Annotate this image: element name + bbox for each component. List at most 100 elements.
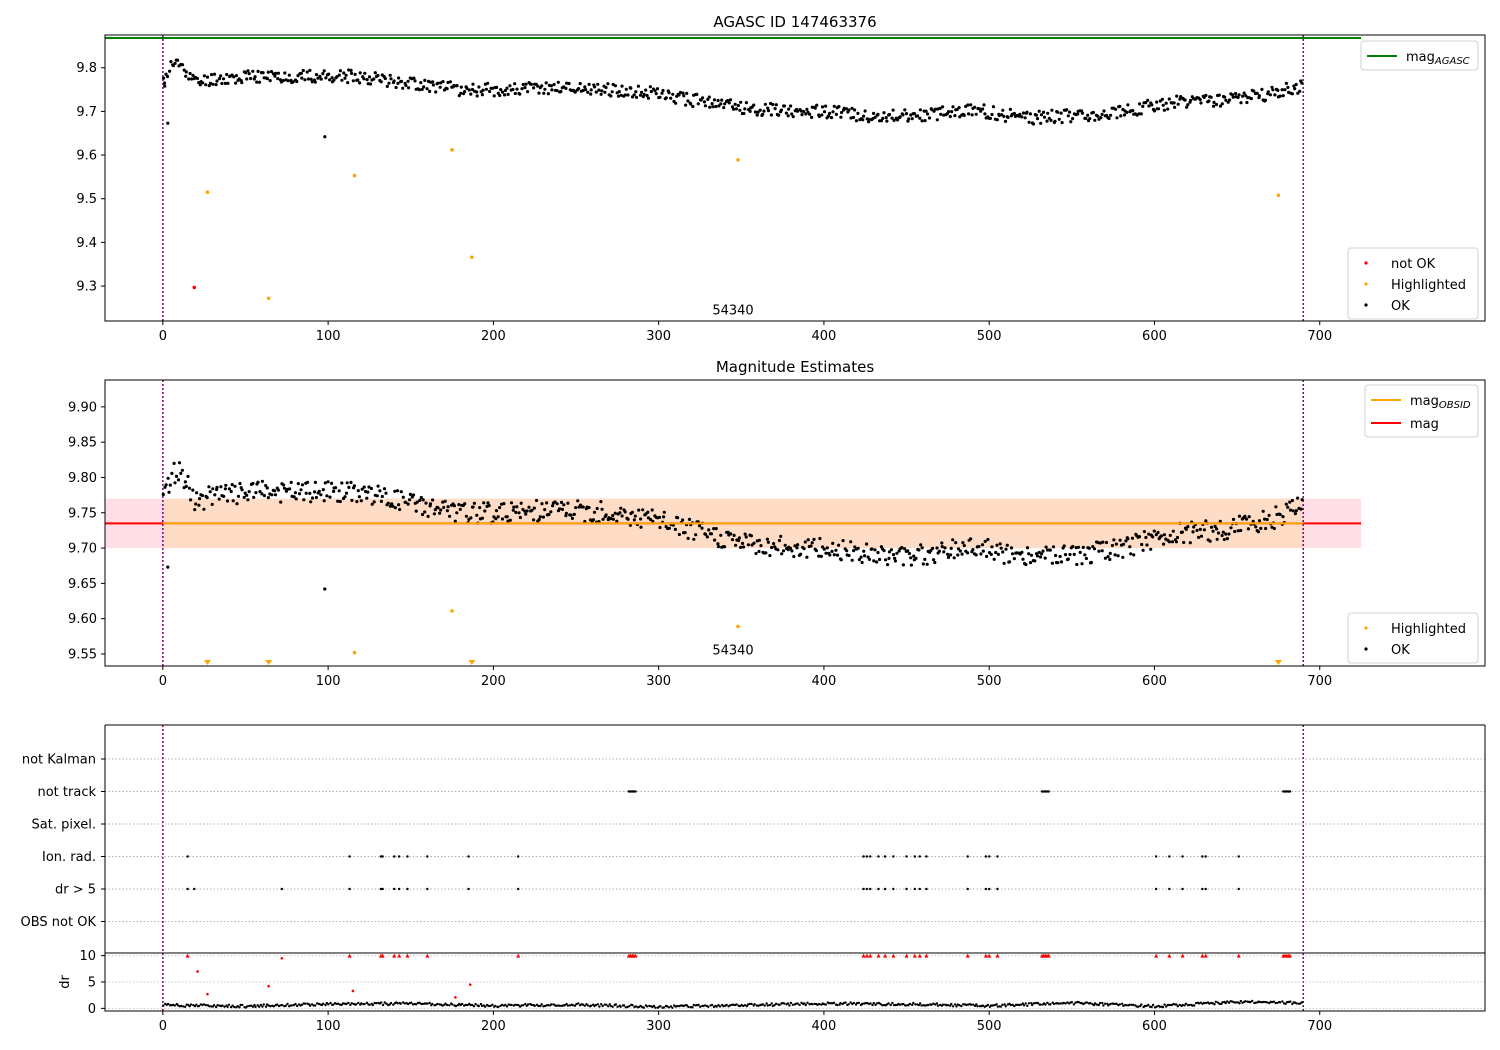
ok-point bbox=[730, 538, 735, 542]
dr-point bbox=[1122, 1004, 1125, 1008]
legend-marker bbox=[1364, 282, 1368, 286]
ok-point bbox=[299, 488, 303, 492]
dr-point bbox=[903, 1004, 907, 1007]
ok-point bbox=[692, 537, 696, 541]
dr-point bbox=[477, 1004, 480, 1008]
ok-point bbox=[323, 481, 327, 485]
dr-clipped-marker bbox=[987, 953, 992, 958]
y-tick-label: 9.85 bbox=[68, 436, 97, 451]
ok-point bbox=[802, 547, 806, 551]
ok-point bbox=[601, 517, 605, 521]
ok-point bbox=[1270, 85, 1274, 89]
ok-point bbox=[189, 498, 193, 502]
ok-point bbox=[946, 552, 950, 556]
dr-point bbox=[327, 1003, 330, 1006]
dr-point bbox=[975, 1003, 978, 1006]
y-tick-label: 9.4 bbox=[76, 236, 97, 251]
flag-point bbox=[393, 887, 396, 891]
ok-point bbox=[256, 69, 260, 73]
ok-point bbox=[764, 551, 768, 555]
dr-point bbox=[303, 1002, 307, 1005]
ok-point bbox=[599, 500, 603, 504]
dr-point bbox=[1098, 1001, 1102, 1005]
dr-point bbox=[768, 1003, 772, 1007]
dr-point bbox=[682, 1004, 685, 1008]
dr-point bbox=[350, 1002, 353, 1005]
ok-point bbox=[1137, 535, 1142, 539]
ok-point bbox=[1192, 525, 1196, 529]
ok-point bbox=[256, 480, 260, 484]
ok-point bbox=[609, 94, 613, 98]
ok-point bbox=[733, 102, 737, 106]
dr-point bbox=[357, 1001, 360, 1005]
ok-point bbox=[995, 118, 999, 122]
dr-point bbox=[972, 1003, 975, 1006]
ok-point bbox=[882, 111, 886, 115]
flag-point bbox=[877, 887, 880, 891]
ok-point bbox=[1065, 108, 1069, 112]
dr-point bbox=[791, 1003, 795, 1006]
ok-point bbox=[1039, 121, 1043, 125]
ok-point bbox=[1150, 103, 1154, 107]
ok-point bbox=[310, 80, 314, 84]
flag-point bbox=[987, 887, 991, 891]
ok-point bbox=[1216, 531, 1221, 535]
ok-point bbox=[495, 85, 499, 89]
ok-point bbox=[1283, 88, 1287, 92]
dr-point bbox=[221, 1004, 224, 1007]
ok-point bbox=[824, 104, 828, 108]
ok-point bbox=[940, 545, 944, 549]
flag-point bbox=[1201, 887, 1204, 891]
ok-point bbox=[240, 81, 244, 85]
ok-point bbox=[887, 112, 892, 117]
ok-point bbox=[1168, 533, 1172, 538]
x-tick-label: 0 bbox=[159, 1019, 167, 1034]
flag-point bbox=[1044, 790, 1047, 793]
ok-point bbox=[980, 543, 985, 547]
ok-point bbox=[345, 481, 349, 485]
dr-point bbox=[839, 1001, 842, 1005]
ok-point bbox=[1185, 105, 1189, 109]
ok-point bbox=[619, 93, 623, 97]
ok-point bbox=[650, 508, 654, 512]
ok-point bbox=[757, 549, 761, 554]
ok-point bbox=[1140, 542, 1144, 547]
ok-point bbox=[273, 493, 278, 497]
ok-point bbox=[1083, 553, 1087, 557]
ok-point bbox=[459, 85, 463, 89]
ok-point bbox=[245, 493, 249, 497]
ok-point bbox=[707, 528, 711, 532]
highlighted-point bbox=[736, 158, 740, 162]
ok-point bbox=[195, 76, 199, 81]
out-of-range-marker bbox=[203, 660, 211, 665]
dr-point bbox=[789, 1001, 793, 1005]
dr-point bbox=[1013, 1004, 1016, 1008]
ok-point bbox=[766, 109, 771, 113]
dr-point bbox=[619, 1005, 622, 1008]
ok-point bbox=[509, 501, 514, 505]
ok-point bbox=[465, 86, 469, 91]
ok-point bbox=[933, 107, 938, 111]
ok-point bbox=[719, 102, 723, 106]
ok-point bbox=[970, 113, 974, 117]
ok-point bbox=[661, 88, 665, 93]
ok-point bbox=[876, 112, 880, 116]
ok-point bbox=[949, 553, 953, 557]
ok-point bbox=[463, 90, 467, 94]
ok-point bbox=[766, 540, 771, 544]
ok-point bbox=[483, 509, 487, 513]
flag-point bbox=[348, 855, 351, 858]
ok-point bbox=[1156, 530, 1160, 535]
dr-point bbox=[183, 1005, 187, 1008]
ok-point bbox=[817, 554, 821, 558]
dr-clipped-marker bbox=[995, 953, 1000, 958]
ok-point bbox=[313, 480, 317, 484]
dr-point bbox=[167, 1002, 170, 1006]
flag-point bbox=[629, 790, 632, 793]
ok-point bbox=[1093, 118, 1097, 122]
ok-point bbox=[457, 503, 461, 507]
dr-point bbox=[946, 1004, 950, 1007]
ok-point bbox=[486, 501, 490, 505]
dr-point bbox=[375, 1002, 378, 1005]
ok-point bbox=[163, 485, 167, 489]
